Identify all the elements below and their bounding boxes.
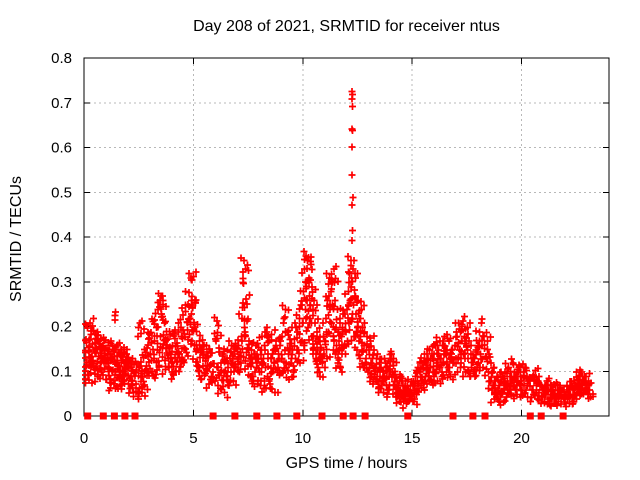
y-tick-label: 0.1 (51, 363, 72, 380)
y-tick-label: 0.6 (51, 140, 72, 157)
x-tick-label: 10 (294, 430, 311, 447)
scatter-points (82, 88, 597, 412)
y-tick-label: 0.7 (51, 95, 72, 112)
y-axis-label: SRMTID / TECUs (8, 176, 25, 302)
gridlines (84, 58, 609, 416)
y-tick-label: 0.2 (51, 319, 72, 336)
y-tick-label: 0.8 (51, 50, 72, 67)
y-tick-label: 0.5 (51, 184, 72, 201)
x-axis-label: GPS time / hours (285, 455, 408, 472)
y-tick-label: 0.3 (51, 274, 72, 291)
x-tick-label: 0 (80, 430, 88, 447)
y-tick-label: 0 (64, 408, 72, 425)
x-tick-label: 5 (189, 430, 197, 447)
gap-markers (84, 412, 567, 420)
y-tick-label: 0.4 (51, 229, 72, 246)
chart-title: Day 208 of 2021, SRMTID for receiver ntu… (193, 18, 500, 35)
x-tick-label: 20 (513, 430, 530, 447)
x-tick-label: 15 (404, 430, 421, 447)
